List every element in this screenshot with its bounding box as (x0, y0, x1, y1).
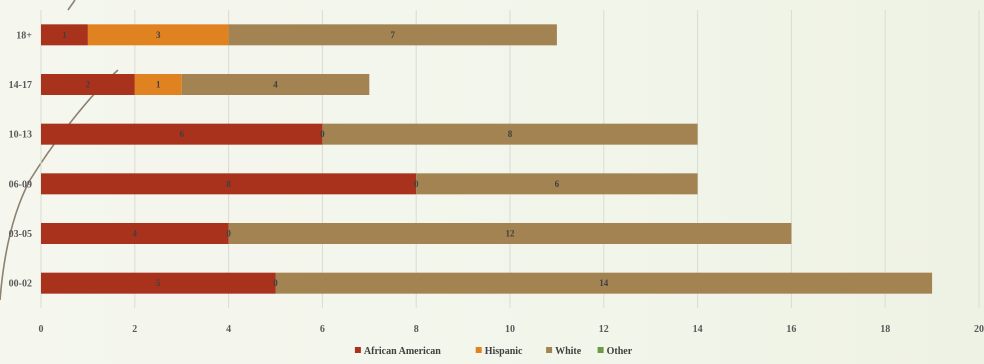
data-label: 8 (508, 129, 513, 139)
category-label: 00-02 (9, 279, 32, 290)
bar-series (41, 24, 933, 294)
bar-segment-hispanic (87, 24, 229, 46)
category-label: 10-13 (9, 130, 32, 141)
data-label: 6 (179, 129, 184, 139)
x-tick-label: 12 (599, 324, 609, 335)
bar-segment-african-american (41, 24, 88, 46)
x-tick-label: 14 (693, 324, 703, 335)
legend-swatch (597, 347, 604, 353)
x-tick-label: 6 (320, 324, 325, 335)
legend-item-african-american: African American (354, 346, 441, 357)
legend-swatch (475, 347, 482, 353)
data-label: 1 (156, 80, 161, 90)
data-label: 3 (156, 30, 161, 40)
data-label: 12 (506, 229, 516, 239)
bar-segment-hispanic (134, 74, 182, 95)
data-label: 0 (226, 229, 231, 239)
bar-segment-african-american (41, 74, 135, 95)
bar-segment-white (275, 272, 933, 294)
data-label: 4 (133, 229, 138, 239)
bar-segment-white (228, 223, 792, 244)
bar-segment-african-american (41, 173, 417, 195)
x-tick-label: 10 (505, 324, 515, 335)
legend-swatch (354, 347, 361, 353)
x-tick-label: 0 (39, 324, 44, 335)
data-label: 0 (273, 278, 278, 288)
gridlines (40, 10, 980, 308)
data-label: 7 (391, 30, 396, 40)
data-label: 0 (320, 129, 325, 139)
axes: 0 2 4 6 8 10 12 14 16 18 2000-0203-0506-0910-1314-… (9, 30, 984, 335)
legend-label: African American (364, 346, 441, 357)
data-label: 1 (62, 30, 67, 40)
bar-segment-african-american (41, 123, 323, 145)
legend-label: Hispanic (485, 346, 523, 357)
legend: African American Hispanic White Other (354, 346, 633, 357)
data-label: 14 (599, 278, 609, 288)
legend-item-other: Other (597, 346, 633, 357)
bar-segment-african-american (41, 223, 229, 244)
x-tick-label: 4 (226, 324, 231, 335)
bar-segment-white (322, 123, 698, 145)
category-label: 03-05 (9, 229, 32, 240)
x-tick-label: 16 (786, 324, 796, 335)
legend-label: White (555, 346, 582, 357)
decorative-curve (0, 0, 119, 301)
data-label: 5 (156, 278, 161, 288)
bar-segment-white (181, 74, 370, 95)
bar-segment-african-american (41, 272, 276, 294)
legend-label: Other (607, 346, 633, 357)
legend-swatch (546, 347, 553, 353)
bar-segment-white (416, 173, 698, 195)
data-label: 8 (226, 179, 231, 189)
data-label: 2 (86, 80, 91, 90)
data-label: 6 (555, 179, 560, 189)
category-label: 14-17 (9, 80, 32, 91)
category-label: 18+ (16, 30, 32, 41)
x-tick-label: 18 (880, 324, 890, 335)
x-tick-label: 2 (132, 324, 137, 335)
data-label: 0 (414, 179, 419, 189)
data-labels: 5 0 144 0 128 0 66 0 82 1 41 3 7 (62, 30, 609, 288)
x-tick-label: 20 (974, 324, 984, 335)
category-label: 06-09 (9, 179, 32, 190)
x-tick-label: 8 (414, 324, 419, 335)
legend-item-hispanic: Hispanic (475, 346, 523, 357)
bar-segment-white (228, 24, 557, 46)
data-label: 4 (273, 80, 278, 90)
legend-item-white: White (546, 346, 582, 357)
